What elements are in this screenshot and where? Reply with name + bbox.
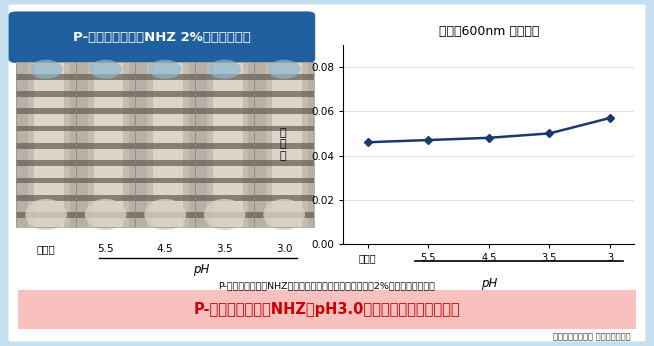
Bar xyxy=(76,62,82,227)
Bar xyxy=(16,62,314,227)
FancyBboxPatch shape xyxy=(9,4,645,342)
Bar xyxy=(16,62,22,227)
Text: P-コンドロイチンNHZはpH3.0でも沈殿・白濁しません: P-コンドロイチンNHZはpH3.0でも沈殿・白濁しません xyxy=(194,302,460,317)
Bar xyxy=(124,62,129,227)
Bar xyxy=(16,62,314,227)
Text: pH: pH xyxy=(193,263,209,276)
Bar xyxy=(159,62,165,227)
FancyBboxPatch shape xyxy=(18,290,636,329)
Bar xyxy=(237,62,243,227)
Bar xyxy=(260,62,266,227)
Bar xyxy=(225,62,231,227)
Bar xyxy=(135,62,141,227)
Bar xyxy=(88,62,94,227)
Bar xyxy=(165,62,171,227)
Ellipse shape xyxy=(26,199,67,230)
Bar xyxy=(231,62,237,227)
FancyBboxPatch shape xyxy=(9,11,315,63)
Bar xyxy=(16,177,314,183)
Ellipse shape xyxy=(29,60,63,79)
Bar xyxy=(34,62,40,227)
Ellipse shape xyxy=(89,60,122,79)
Bar xyxy=(40,62,46,227)
Bar xyxy=(64,62,70,227)
Bar xyxy=(58,62,64,227)
Bar xyxy=(70,62,76,227)
Bar xyxy=(94,62,99,227)
Bar xyxy=(177,62,183,227)
Bar xyxy=(249,62,254,227)
Bar xyxy=(153,62,159,227)
Text: 日本ハム株式会社 中央研究所調べ: 日本ハム株式会社 中央研究所調べ xyxy=(553,333,631,342)
Bar xyxy=(16,212,314,218)
Ellipse shape xyxy=(267,60,301,79)
Bar xyxy=(105,62,112,227)
Ellipse shape xyxy=(145,199,186,230)
Bar xyxy=(308,62,314,227)
Text: 3.0: 3.0 xyxy=(276,244,292,254)
Bar xyxy=(189,62,195,227)
Bar xyxy=(218,62,225,227)
Bar xyxy=(112,62,118,227)
Bar xyxy=(254,62,260,227)
Bar xyxy=(16,108,314,114)
Bar xyxy=(243,62,249,227)
Bar xyxy=(141,62,147,227)
Bar xyxy=(272,62,278,227)
Y-axis label: 吸
光
度: 吸 光 度 xyxy=(280,128,286,161)
Bar xyxy=(28,62,34,227)
Text: P-コンドロイチンNHZを蒸留水またはクエン酸緩衝液に2%濃度で溶解した。: P-コンドロイチンNHZを蒸留水またはクエン酸緩衝液に2%濃度で溶解した。 xyxy=(218,281,436,290)
Bar xyxy=(302,62,308,227)
Bar xyxy=(16,143,314,149)
Ellipse shape xyxy=(85,199,126,230)
Bar xyxy=(129,62,135,227)
Bar xyxy=(201,62,207,227)
Ellipse shape xyxy=(264,199,305,230)
Bar xyxy=(22,62,28,227)
Ellipse shape xyxy=(148,60,182,79)
Bar xyxy=(213,62,218,227)
Bar xyxy=(118,62,124,227)
Bar xyxy=(266,62,272,227)
Bar xyxy=(16,195,314,201)
Bar xyxy=(99,62,105,227)
Bar xyxy=(171,62,177,227)
Bar xyxy=(16,160,314,166)
Bar xyxy=(296,62,302,227)
Text: 5.5: 5.5 xyxy=(97,244,114,254)
Bar xyxy=(82,62,88,227)
Text: P-コンドロイチンNHZ 2%溶液の溶解性: P-コンドロイチンNHZ 2%溶液の溶解性 xyxy=(73,30,250,44)
Bar xyxy=(46,62,52,227)
Ellipse shape xyxy=(208,60,241,79)
Bar xyxy=(195,62,201,227)
Text: 蒸留水: 蒸留水 xyxy=(37,244,56,254)
Bar xyxy=(183,62,189,227)
Ellipse shape xyxy=(204,199,245,230)
Text: 3.5: 3.5 xyxy=(216,244,233,254)
Bar xyxy=(16,91,314,97)
Bar xyxy=(16,74,314,80)
Bar xyxy=(284,62,290,227)
Title: 濁度（600nm 吸光度）: 濁度（600nm 吸光度） xyxy=(439,25,539,38)
Text: 4.5: 4.5 xyxy=(157,244,173,254)
Bar xyxy=(290,62,296,227)
X-axis label: pH: pH xyxy=(481,277,497,290)
Bar xyxy=(16,126,314,131)
Bar xyxy=(147,62,153,227)
Bar xyxy=(278,62,284,227)
Bar xyxy=(207,62,213,227)
Bar xyxy=(52,62,58,227)
